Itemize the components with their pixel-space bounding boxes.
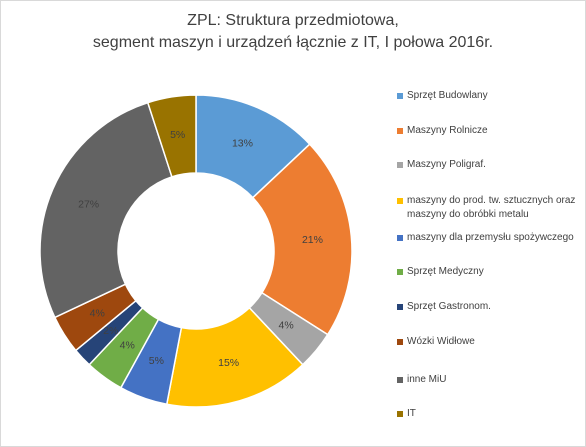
legend-item: maszyny dla przemysłu spożywczego (397, 231, 583, 245)
donut-segment (165, 306, 304, 408)
data-label: 21% (302, 234, 323, 246)
legend-item: inne MiU (397, 373, 583, 387)
legend-label: Sprzęt Medyczny (407, 266, 484, 277)
legend-label: Wózki Widłowe (407, 336, 475, 347)
legend-item: IT (397, 407, 583, 421)
donut-segment (146, 94, 197, 178)
chart-title: segment maszyn i urządzeń łącznie z IT, … (93, 34, 493, 51)
legend-item: Wózki Widłowe (397, 335, 583, 349)
donut-segment (251, 143, 353, 336)
legend-swatch (397, 198, 403, 204)
legend-item: Sprzęt Budowlany (397, 89, 583, 103)
data-label: 5% (149, 355, 164, 367)
legend-item: Sprzęt Medyczny (397, 265, 583, 279)
legend-swatch (397, 128, 403, 134)
data-label: 5% (170, 129, 185, 141)
legend-label: inne MiU (407, 374, 447, 385)
data-label: 13% (232, 137, 253, 149)
chart-title: ZPL: Struktura przedmiotowa, (187, 12, 399, 29)
legend-label: Sprzęt Budowlany (407, 90, 488, 101)
legend-item: Maszyny Poligraf. (397, 158, 583, 172)
data-label: 27% (78, 198, 99, 210)
legend-swatch (397, 93, 403, 99)
legend-label: IT (407, 408, 416, 419)
legend-swatch (397, 304, 403, 310)
data-label: 15% (218, 357, 239, 369)
legend-label: Sprzęt Gastronom. (407, 301, 491, 312)
data-label: 4% (120, 339, 135, 351)
legend-swatch (397, 235, 403, 241)
legend-swatch (397, 411, 403, 417)
legend-label: Maszyny Rolnicze (407, 125, 488, 136)
data-label: 4% (90, 307, 105, 319)
data-label: 2% (103, 325, 118, 337)
legend-label: Maszyny Poligraf. (407, 159, 486, 170)
legend-item: Maszyny Rolnicze (397, 124, 583, 138)
legend-swatch (397, 269, 403, 275)
legend-label: maszyny do prod. tw. sztucznych oraz mas… (407, 195, 576, 220)
legend-item: maszyny do prod. tw. sztucznych oraz mas… (397, 194, 583, 222)
legend-item: Sprzęt Gastronom. (397, 300, 583, 314)
data-label: 4% (279, 319, 294, 331)
legend-swatch (397, 377, 403, 383)
legend-swatch (397, 339, 403, 345)
legend-swatch (397, 162, 403, 168)
legend-label: maszyny dla przemysłu spożywczego (407, 232, 574, 243)
donut-segment (39, 101, 173, 319)
